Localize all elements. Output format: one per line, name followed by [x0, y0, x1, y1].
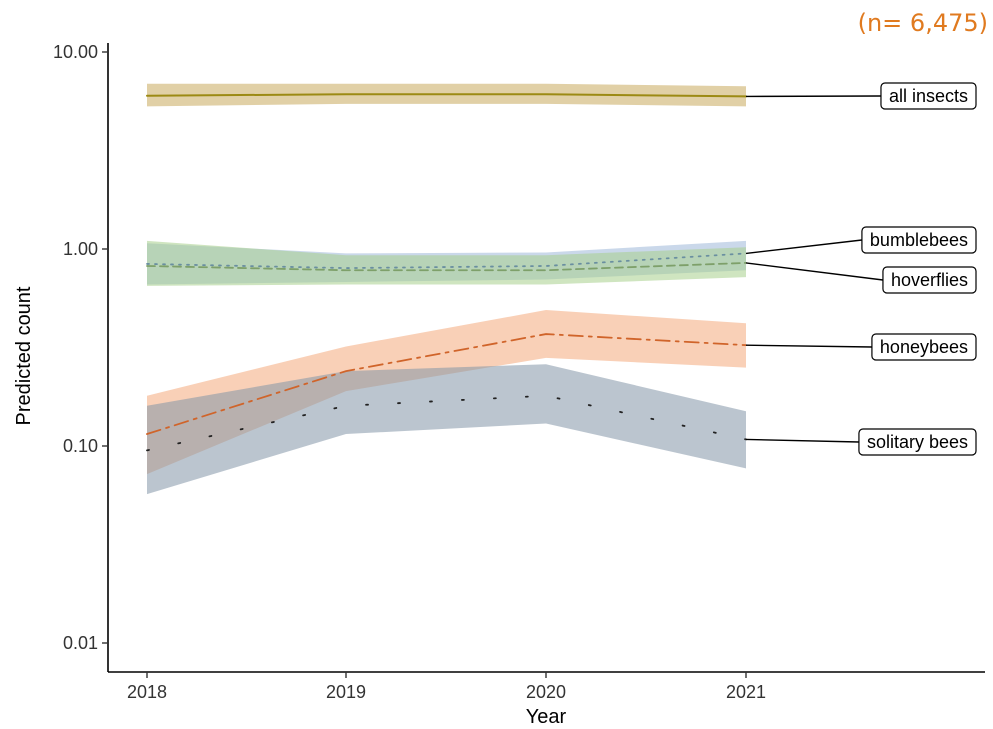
x-tick-label: 2018 [127, 682, 167, 702]
series-lines [146, 93, 747, 452]
x-tick-label: 2021 [726, 682, 766, 702]
y-axis-title: Predicted count [13, 286, 35, 425]
callout-solitary-bees: solitary bees [745, 428, 977, 456]
callout-box [858, 428, 977, 456]
callout-box [871, 333, 977, 361]
callout-all-insects: all insects [745, 82, 977, 110]
callout-label: all insects [889, 86, 968, 106]
callout-label: solitary bees [867, 432, 968, 452]
callout-label: bumblebees [870, 230, 968, 250]
callout-leader [745, 239, 863, 255]
series-callouts: all insects bumblebees hoverflies honeybees… [745, 82, 977, 456]
x-tick-label: 2020 [526, 682, 566, 702]
callout-leader [745, 438, 859, 443]
y-tick-label: 0.01 [63, 633, 98, 653]
band-solitary-bees [147, 364, 746, 495]
x-tick-label: 2019 [326, 682, 366, 702]
callout-box [880, 82, 977, 110]
y-tick-label: 0.10 [63, 436, 98, 456]
y-tick-label: 1.00 [63, 239, 98, 259]
y-tick-label: 10.00 [53, 42, 98, 62]
callout-honeybees: honeybees [745, 333, 977, 361]
y-axis-ticks: 0.01 0.10 1.00 10.00 [53, 42, 108, 653]
callout-bumblebees: bumblebees [745, 226, 977, 255]
line-honeybees [146, 333, 747, 435]
callout-hoverflies: hoverflies [745, 262, 977, 294]
callout-leader [745, 344, 872, 348]
x-axis-title: Year [526, 706, 567, 728]
line-hoverflies [146, 262, 747, 272]
band-honeybees [147, 310, 746, 475]
band-hoverflies [147, 240, 746, 286]
line-all-insects [146, 93, 747, 98]
callout-leader [745, 262, 884, 281]
confidence-bands [147, 83, 746, 495]
callout-label: hoverflies [891, 270, 968, 290]
callout-label: honeybees [880, 337, 968, 357]
sample-size-label: (n= 6,475) [858, 9, 988, 37]
callout-box [861, 226, 977, 254]
callout-box [882, 266, 977, 294]
x-axis-ticks: 2018 2019 2020 2021 [127, 672, 766, 702]
